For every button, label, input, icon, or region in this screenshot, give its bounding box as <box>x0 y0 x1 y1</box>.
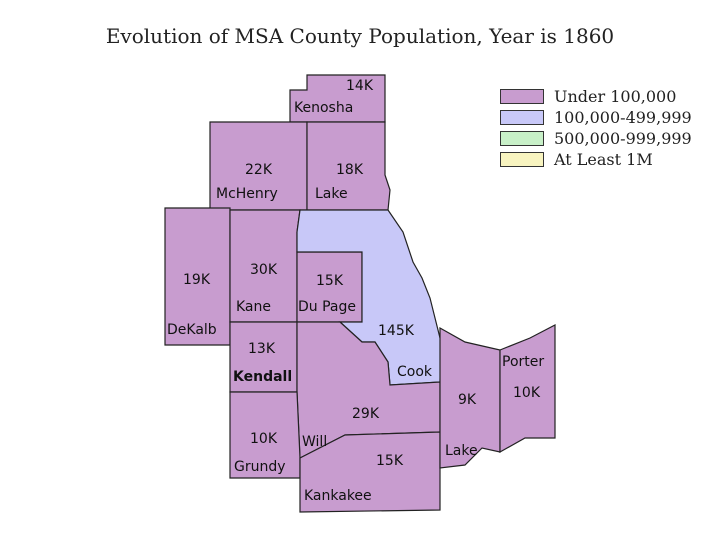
pop-dupage: 15K <box>316 273 344 289</box>
name-porter: Porter <box>502 354 544 370</box>
legend-label: Under 100,000 <box>554 87 677 106</box>
name-kendall: Kendall <box>233 369 292 385</box>
legend: Under 100,000 100,000-499,999 500,000-99… <box>500 86 692 170</box>
legend-label: 100,000-499,999 <box>554 108 692 127</box>
pop-grundy: 10K <box>250 431 278 447</box>
county-porter <box>499 324 556 454</box>
legend-swatch <box>500 131 544 146</box>
legend-label: At Least 1M <box>554 150 653 169</box>
legend-swatch <box>500 89 544 104</box>
pop-kenosha: 14K <box>346 78 374 94</box>
legend-swatch <box>500 110 544 125</box>
name-dupage: Du Page <box>298 299 356 315</box>
pop-porter: 10K <box>513 385 541 401</box>
name-mchenry: McHenry <box>216 186 278 202</box>
pop-lake-il: 18K <box>336 162 364 178</box>
pop-kankakee: 15K <box>376 453 404 469</box>
pop-cook: 145K <box>378 323 415 339</box>
name-grundy: Grundy <box>234 459 286 475</box>
name-kenosha: Kenosha <box>294 100 353 116</box>
legend-label: 500,000-999,999 <box>554 129 692 148</box>
legend-item-under-100k: Under 100,000 <box>500 86 692 107</box>
name-will: Will <box>302 434 327 450</box>
name-lake-il: Lake <box>315 186 348 202</box>
legend-item-500k-999k: 500,000-999,999 <box>500 128 692 149</box>
legend-item-at-least-1m: At Least 1M <box>500 149 692 170</box>
pop-kendall: 13K <box>248 341 276 357</box>
pop-mchenry: 22K <box>245 162 273 178</box>
pop-kane: 30K <box>250 262 278 278</box>
name-dekalb: DeKalb <box>167 322 217 338</box>
name-lake-in: Lake <box>445 443 478 459</box>
legend-item-100k-499k: 100,000-499,999 <box>500 107 692 128</box>
name-cook: Cook <box>397 364 433 380</box>
name-kane: Kane <box>236 299 271 315</box>
legend-swatch <box>500 152 544 167</box>
pop-will: 29K <box>352 406 380 422</box>
county-kankakee <box>299 431 441 513</box>
pop-lake-in: 9K <box>458 392 477 408</box>
county-lake-in <box>439 326 501 469</box>
name-kankakee: Kankakee <box>304 488 372 504</box>
pop-dekalb: 19K <box>183 272 211 288</box>
map-title: Evolution of MSA County Population, Year… <box>105 24 615 48</box>
